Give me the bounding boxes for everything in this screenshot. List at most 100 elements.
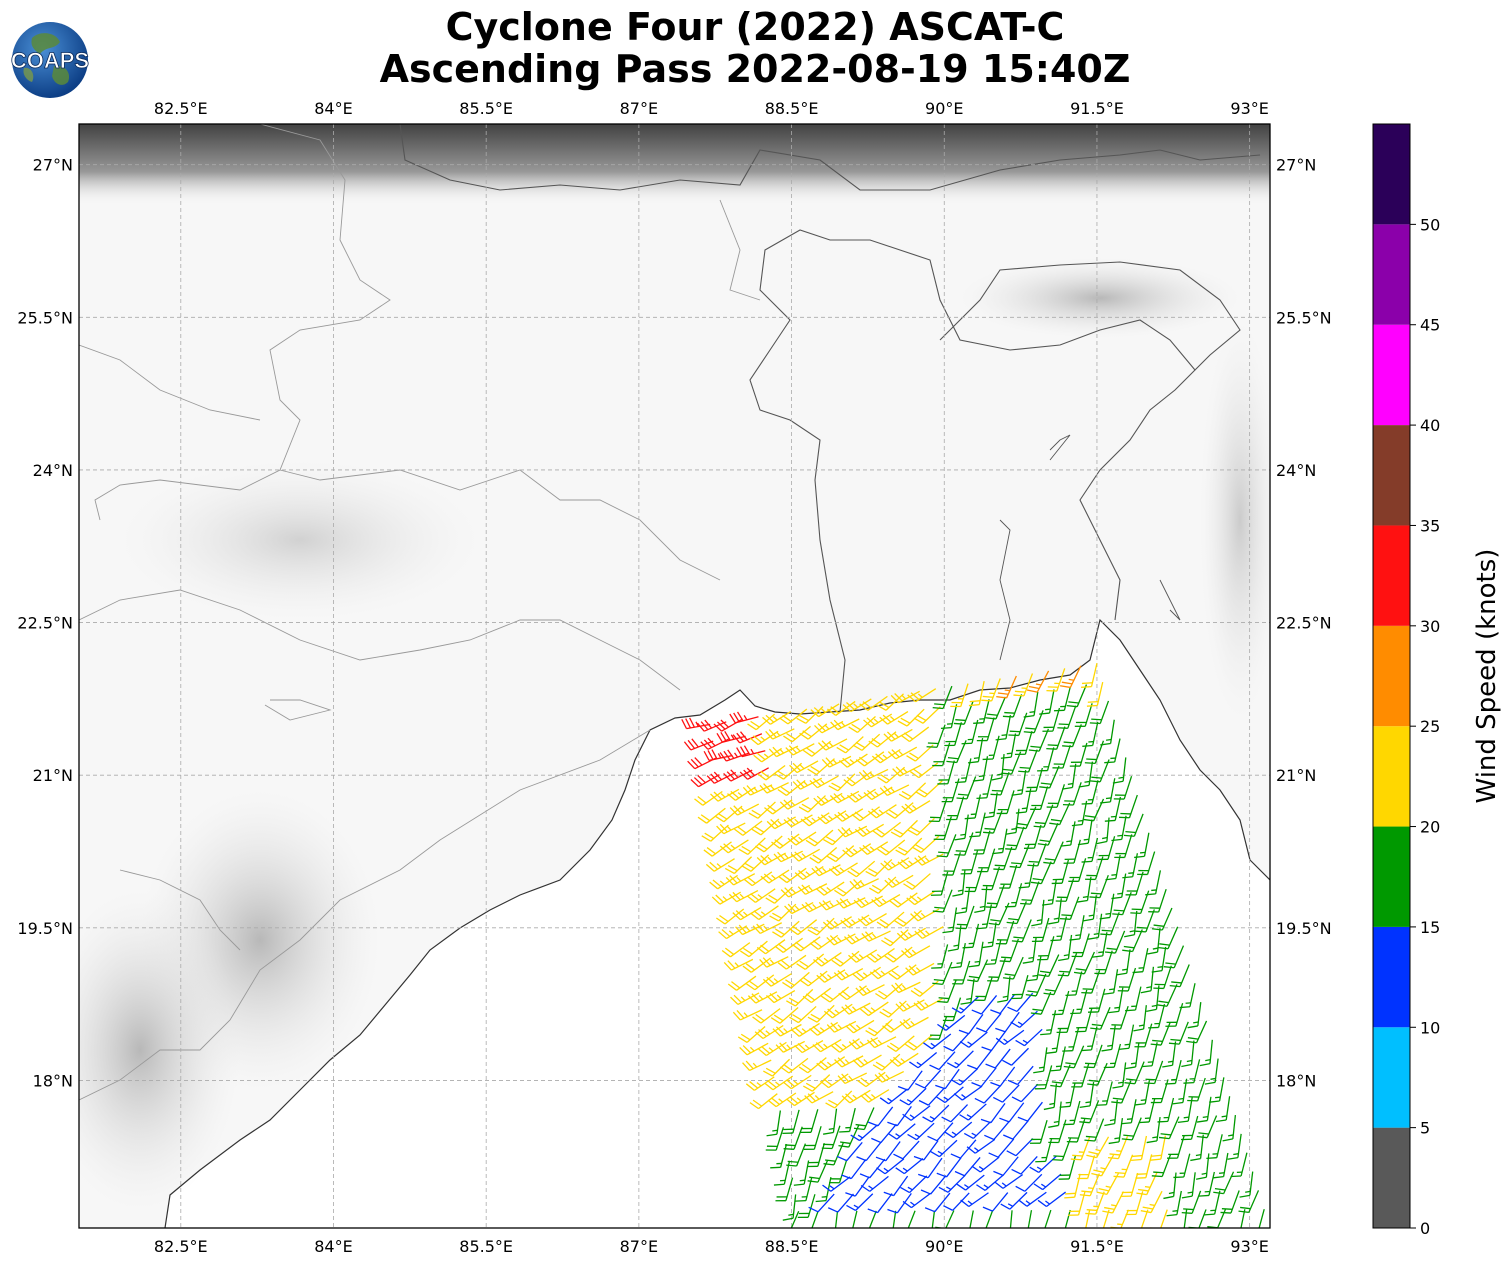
wind-barb	[1071, 800, 1088, 827]
wind-barb	[1017, 1101, 1043, 1122]
wind-barb	[1003, 1120, 1029, 1140]
wind-barb	[1037, 822, 1059, 846]
wind-barb	[1183, 1059, 1201, 1084]
wind-barb	[1050, 1064, 1071, 1088]
wind-barb	[745, 1076, 775, 1091]
wind-barb	[990, 1066, 1016, 1087]
lon-tick-label: 82.5°E	[154, 1237, 208, 1256]
wind-barb	[711, 891, 741, 905]
wind-barb	[967, 737, 984, 764]
lat-tick-label: 25.5°N	[1276, 308, 1332, 327]
wind-barb	[872, 821, 901, 838]
wind-barb	[743, 871, 773, 887]
wind-barb	[739, 1042, 769, 1056]
wind-barb	[955, 887, 971, 915]
wind-barb	[777, 779, 806, 796]
wind-barb	[836, 897, 866, 909]
wind-barb	[1043, 1083, 1058, 1111]
wind-barb	[1037, 747, 1055, 772]
wind-barb	[959, 1103, 987, 1121]
wind-barb	[863, 786, 893, 801]
wind-barb	[1042, 707, 1061, 732]
wind-barb	[1002, 694, 1023, 718]
wind-barb	[859, 841, 889, 855]
wind-barb	[694, 790, 723, 806]
wind-barbs-layer	[681, 663, 1265, 1228]
wind-barb	[1015, 1028, 1043, 1047]
wind-barb	[913, 706, 941, 724]
lat-tick-label: 25.5°N	[17, 308, 73, 327]
wind-barb	[992, 828, 1008, 855]
wind-barb	[907, 688, 937, 703]
wind-barb	[1007, 1065, 1034, 1086]
wind-barb	[845, 1019, 875, 1034]
wind-barb	[747, 713, 776, 731]
wind-barb	[983, 792, 998, 819]
wind-barb	[1124, 910, 1138, 938]
wind-barb	[1020, 881, 1040, 905]
wind-barb	[1048, 898, 1062, 925]
wind-barb	[782, 1109, 800, 1135]
wind-barb	[752, 922, 783, 935]
wind-barb	[1082, 895, 1097, 922]
wind-barb	[1134, 832, 1150, 859]
wind-barb	[729, 711, 759, 724]
wind-barb	[1033, 1173, 1062, 1191]
wind-barb	[906, 890, 936, 906]
wind-barb	[899, 1016, 929, 1030]
wind-barb	[1051, 859, 1070, 885]
wind-barb	[779, 797, 810, 810]
wind-barb	[1112, 757, 1127, 784]
wind-barb	[1092, 932, 1108, 958]
wind-barb	[855, 751, 885, 767]
wind-barb	[931, 1210, 936, 1228]
wind-barb	[885, 802, 914, 819]
wind-barb	[826, 845, 855, 863]
wind-barb	[809, 934, 839, 950]
wind-barb	[975, 1210, 994, 1228]
wind-barb	[1120, 1172, 1139, 1197]
wind-barb	[803, 1126, 822, 1150]
wind-barb	[1100, 912, 1120, 936]
wind-barb	[932, 742, 951, 767]
wind-barb	[817, 810, 847, 825]
wind-barb	[967, 1049, 993, 1070]
wind-barb	[1181, 1040, 1195, 1068]
wind-barb	[950, 1139, 977, 1159]
lat-tick-label: 19.5°N	[17, 919, 73, 938]
wind-barb	[1187, 1077, 1206, 1102]
wind-barb	[1062, 763, 1077, 790]
wind-barb	[1025, 973, 1047, 997]
wind-barb	[1144, 1060, 1164, 1085]
wind-barb	[772, 1023, 802, 1037]
wind-barb	[1104, 738, 1121, 764]
wind-barb	[1199, 1039, 1213, 1067]
wind-barb	[771, 833, 800, 849]
wind-barb	[1014, 731, 1033, 756]
wind-barb	[1177, 1097, 1193, 1124]
wind-barb	[1220, 1190, 1240, 1214]
wind-barb	[777, 954, 807, 970]
wind-barb	[884, 874, 914, 888]
wind-barb	[830, 718, 860, 731]
lon-tick-label: 85.5°E	[459, 99, 513, 118]
wind-barb	[877, 766, 906, 784]
wind-barb	[877, 839, 906, 856]
wind-barb	[742, 1059, 772, 1072]
wind-barb	[890, 690, 920, 704]
bangladesh-border	[749, 229, 1196, 713]
wind-barb	[937, 1014, 966, 1031]
wind-barb	[1104, 1099, 1118, 1127]
wind-barb	[716, 908, 745, 925]
wind-barb	[1071, 933, 1090, 958]
colorbar-bin	[1373, 224, 1410, 325]
wind-barb	[1038, 954, 1060, 977]
lat-tick-label: 24°N	[1276, 461, 1316, 480]
wind-barb	[1073, 951, 1095, 975]
wind-barb	[867, 1106, 894, 1127]
wind-barb	[936, 1086, 964, 1104]
wind-barb	[1125, 986, 1142, 1012]
wind-barb	[942, 852, 961, 876]
wind-barb	[1000, 733, 1017, 759]
